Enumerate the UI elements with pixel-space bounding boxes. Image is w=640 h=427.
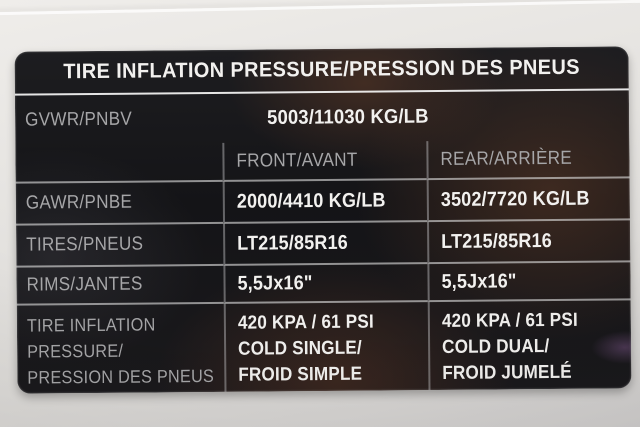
gawr-label: GAWR/PNBE (25, 191, 133, 214)
pressure-label-line-2: PRESSURE/ (27, 340, 124, 362)
tires-rear-value: LT215/85R16 (441, 229, 552, 253)
placard-table: FRONT/AVANT REAR/ARRIÈRE GAWR/PNBE 2000/… (15, 139, 632, 394)
tires-label: TIRES/PNEUS (26, 233, 144, 256)
rims-label: RIMS/JANTES (26, 273, 143, 296)
gawr-rear-cell: 3502/7720 KG/LB (426, 178, 631, 223)
pressure-rear-line-2: COLD DUAL/ (442, 336, 550, 358)
gawr-front-value: 2000/4410 KG/LB (236, 188, 386, 213)
tires-row-label-cell: TIRES/PNEUS (16, 223, 224, 268)
tires-front-value: LT215/85R16 (237, 231, 349, 255)
pressure-label-line-3: PRESSION DES PNEUS (27, 365, 215, 388)
pressure-label-line-1: TIRE INFLATION (26, 314, 156, 336)
pressure-front-line-1: 420 KPA / 61 PSI (237, 311, 374, 334)
column-header-front: FRONT/AVANT (222, 141, 427, 182)
gawr-row-label-cell: GAWR/PNBE (15, 181, 224, 226)
pressure-front-line-2: COLD SINGLE/ (238, 337, 362, 360)
pressure-rear-line-1: 420 KPA / 61 PSI (441, 309, 578, 332)
placard-title-row: TIRE INFLATION PRESSURE/PRESSION DES PNE… (14, 46, 629, 96)
panel-edge-highlight (0, 0, 640, 16)
gvwr-value-wrap: 5003/11030 KG/LB (15, 103, 629, 131)
column-header-rear: REAR/ARRIÈRE (426, 139, 630, 181)
pressure-front-cell: 420 KPA / 61 PSI COLD SINGLE/ FROID SIMP… (223, 302, 429, 392)
gvwr-row: GVWR/PNBV 5003/11030 KG/LB (15, 90, 629, 144)
gvwr-value: 5003/11030 KG/LB (267, 105, 429, 129)
gawr-front-cell: 2000/4410 KG/LB (222, 180, 428, 224)
placard-title: TIRE INFLATION PRESSURE/PRESSION DES PNE… (63, 55, 581, 84)
rims-front-value: 5,5Jx16" (237, 271, 313, 295)
pressure-row-label-cell: TIRE INFLATION PRESSURE/ PRESSION DES PN… (17, 304, 225, 394)
column-header-rear-label: REAR/ARRIÈRE (440, 147, 573, 170)
tire-pressure-placard: TIRE INFLATION PRESSURE/PRESSION DES PNE… (14, 46, 632, 394)
header-spacer-cell (15, 142, 223, 184)
column-header-front-label: FRONT/AVANT (236, 149, 358, 172)
rims-rear-cell: 5,5Jx16" (427, 262, 631, 303)
pressure-rear-line-3: FROID JUMELÉ (442, 361, 572, 384)
gawr-rear-value: 3502/7720 KG/LB (440, 187, 590, 211)
pressure-front-line-3: FROID SIMPLE (238, 363, 363, 386)
pressure-rear-cell: 420 KPA / 61 PSI COLD DUAL/ FROID JUMELÉ (427, 300, 632, 391)
tires-rear-cell: LT215/85R16 (427, 220, 631, 265)
rims-front-cell: 5,5Jx16" (223, 264, 428, 304)
rims-rear-value: 5,5Jx16" (441, 269, 517, 293)
tires-front-cell: LT215/85R16 (223, 222, 428, 266)
rims-row-label-cell: RIMS/JANTES (16, 265, 224, 306)
